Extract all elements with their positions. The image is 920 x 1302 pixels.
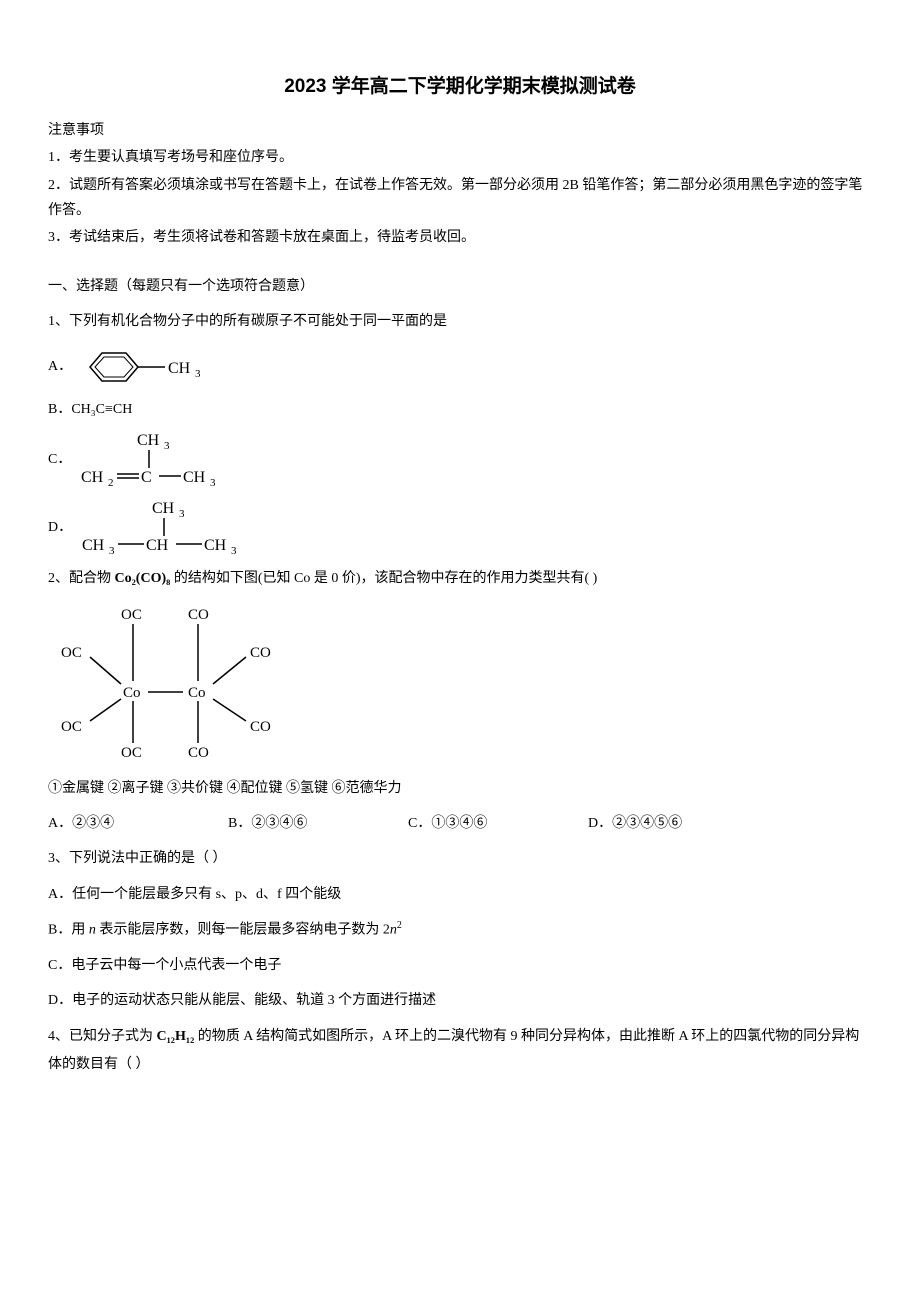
- q2-bond-types: ①金属键 ②离子键 ③共价键 ④配位键 ⑤氢键 ⑥范德华力: [48, 776, 872, 801]
- q3-b-var1: n: [89, 922, 96, 937]
- notice-item-2: 2．试题所有答案必须填涂或书写在答题卡上，在试卷上作答无效。第一部分必须用 2B…: [48, 173, 872, 223]
- q2-option-a: A．②③④: [48, 811, 228, 836]
- q1-option-b-text: B．CH₃C≡CH: [48, 397, 132, 422]
- q2-prefix: 2、配合物: [48, 571, 115, 586]
- svg-text:CH: CH: [81, 469, 104, 486]
- q3-option-b: B．用 n 表示能层序数，则每一能层最多容纳电子数为 2n2: [48, 917, 872, 943]
- svg-text:CO: CO: [250, 719, 271, 735]
- q4-formula: C₁₂H₁₂: [157, 1029, 195, 1044]
- svg-text:CH: CH: [168, 360, 191, 377]
- q1-option-d-label: D．: [48, 515, 72, 540]
- page-title: 2023 学年高二下学期化学期末模拟测试卷: [48, 70, 872, 104]
- svg-text:CH: CH: [204, 537, 227, 554]
- svg-text:CH: CH: [183, 469, 206, 486]
- svg-text:Co: Co: [188, 685, 206, 701]
- q1-option-a-label: A．: [48, 354, 72, 379]
- q1-option-a: A． CH 3: [48, 345, 872, 389]
- svg-text:Co: Co: [123, 685, 141, 701]
- q3-b-var2: n: [390, 922, 397, 937]
- question-4-text: 4、已知分子式为 C₁₂H₁₂ 的物质 A 结构简式如图所示，A 环上的二溴代物…: [48, 1023, 872, 1079]
- svg-text:CH: CH: [82, 537, 105, 554]
- svg-text:OC: OC: [61, 719, 82, 735]
- q3-option-a: A．任何一个能层最多只有 s、p、d、f 四个能级: [48, 882, 872, 907]
- question-1-text: 1、下列有机化合物分子中的所有碳原子不可能处于同一平面的是: [48, 309, 872, 334]
- svg-text:3: 3: [109, 545, 115, 557]
- svg-text:3: 3: [210, 477, 216, 489]
- svg-text:C: C: [141, 469, 152, 486]
- svg-text:OC: OC: [121, 745, 142, 759]
- q2-mid: 的结构如下图(已知 Co 是 0 价)，该配合物中存在的作用力类型共有( ): [170, 571, 597, 586]
- q1-option-b: B．CH₃C≡CH: [48, 397, 872, 422]
- question-3-text: 3、下列说法中正确的是（ ）: [48, 846, 872, 871]
- svg-text:CO: CO: [188, 607, 209, 623]
- notice-item-3: 3．考试结束后，考生须将试卷和答题卡放在桌面上，待监考员收回。: [48, 225, 872, 250]
- svg-text:CO: CO: [188, 745, 209, 759]
- q2-option-d: D．②③④⑤⑥: [588, 811, 768, 836]
- q3-b-sup: 2: [397, 920, 402, 931]
- q1-option-d: D． CH 3 CH 3 CH CH 3: [48, 498, 872, 558]
- svg-text:CH: CH: [152, 500, 175, 517]
- q2-option-b: B．②③④⑥: [228, 811, 408, 836]
- svg-text:CO: CO: [250, 645, 271, 661]
- svg-text:3: 3: [231, 545, 237, 557]
- toluene-structure-icon: CH 3: [80, 345, 220, 389]
- q2-structure-diagram: Co Co OC OC OC OC CO CO CO CO: [58, 599, 872, 768]
- q3-option-c: C．电子云中每一个小点代表一个电子: [48, 953, 872, 978]
- svg-text:OC: OC: [121, 607, 142, 623]
- q3-b-mid: 表示能层序数，则每一能层最多容纳电子数为 2: [96, 922, 390, 937]
- q2-options: A．②③④ B．②③④⑥ C．①③④⑥ D．②③④⑤⑥: [48, 811, 872, 836]
- notice-header: 注意事项: [48, 118, 872, 143]
- section-1-header: 一、选择题（每题只有一个选项符合题意）: [48, 274, 872, 299]
- isobutane-structure-icon: CH 3 CH 3 CH CH 3: [80, 498, 250, 558]
- svg-text:3: 3: [195, 368, 201, 380]
- q3-b-prefix: B．用: [48, 922, 89, 937]
- q2-formula: Co₂(CO)₈: [115, 571, 171, 586]
- q1-option-c: C． CH 3 CH 2 C CH 3: [48, 430, 872, 490]
- q1-option-c-label: C．: [48, 447, 71, 472]
- svg-text:CH: CH: [146, 537, 169, 554]
- notice-item-1: 1．考生要认真填写考场号和座位序号。: [48, 145, 872, 170]
- cobalt-carbonyl-structure-icon: Co Co OC OC OC OC CO CO CO CO: [58, 599, 288, 759]
- svg-text:CH: CH: [137, 432, 160, 449]
- q2-option-c: C．①③④⑥: [408, 811, 588, 836]
- q4-prefix: 4、已知分子式为: [48, 1029, 157, 1044]
- question-2-text: 2、配合物 Co₂(CO)₈ 的结构如下图(已知 Co 是 0 价)，该配合物中…: [48, 566, 872, 591]
- svg-text:3: 3: [164, 440, 170, 452]
- isobutylene-structure-icon: CH 3 CH 2 C CH 3: [79, 430, 229, 490]
- q3-option-d: D．电子的运动状态只能从能层、能级、轨道 3 个方面进行描述: [48, 988, 872, 1013]
- svg-text:3: 3: [179, 508, 185, 520]
- svg-text:OC: OC: [61, 645, 82, 661]
- svg-text:2: 2: [108, 477, 114, 489]
